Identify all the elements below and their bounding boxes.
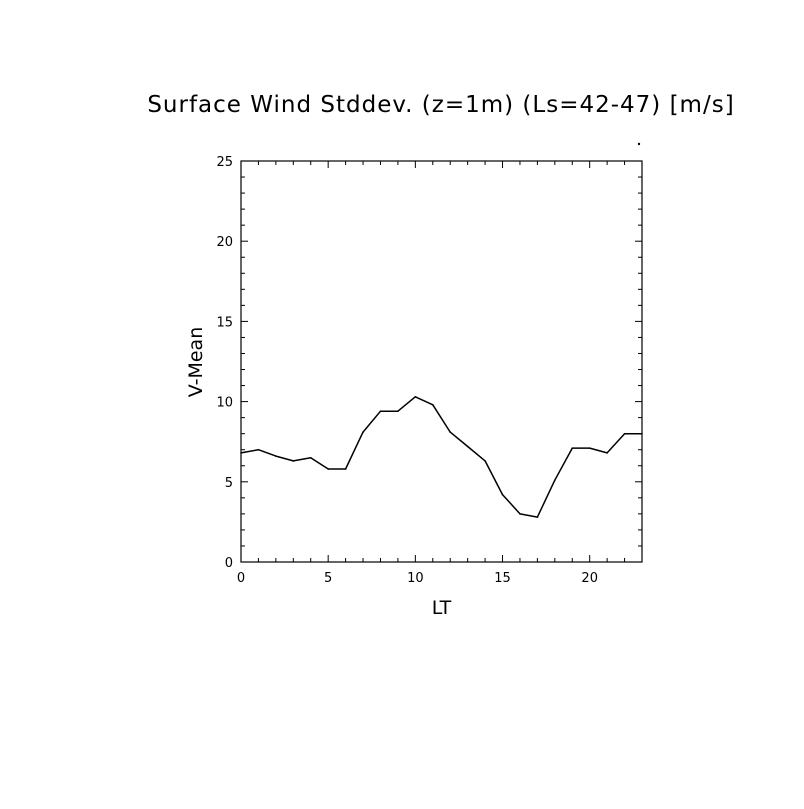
x-tick-label: 20 bbox=[581, 571, 598, 586]
y-tick-label: 15 bbox=[216, 315, 233, 330]
axis-tick-labels: 0 5 10 15 20 0 5 10 15 20 25 bbox=[216, 155, 598, 586]
data-point bbox=[379, 410, 382, 413]
y-tick-label: 25 bbox=[216, 155, 233, 170]
x-tick-label: 10 bbox=[407, 571, 424, 586]
x-tick-label: 5 bbox=[324, 571, 332, 586]
data-point bbox=[414, 395, 417, 398]
data-point bbox=[554, 479, 556, 481]
chart-title: Surface Wind Stddev. (z=1m) (Ls=42-47) [… bbox=[147, 92, 734, 118]
y-axis-label: V-Mean bbox=[185, 327, 207, 398]
data-point bbox=[431, 404, 434, 406]
axis-ticks bbox=[240, 160, 643, 563]
data-point bbox=[588, 447, 591, 449]
data-point bbox=[484, 460, 486, 462]
data-point bbox=[257, 448, 260, 451]
data-point bbox=[571, 447, 574, 449]
data-point bbox=[623, 432, 626, 435]
data-point bbox=[536, 516, 539, 518]
data-point bbox=[344, 468, 347, 470]
x-tick-label: 0 bbox=[237, 571, 245, 586]
plot-frame bbox=[240, 160, 643, 563]
x-tick-label: 15 bbox=[494, 571, 511, 586]
data-point bbox=[275, 455, 277, 457]
data-point bbox=[641, 432, 643, 435]
data-point bbox=[519, 513, 521, 515]
data-point bbox=[309, 456, 312, 459]
y-tick-label: 10 bbox=[216, 396, 233, 411]
data-point bbox=[501, 493, 504, 496]
data-point bbox=[397, 410, 399, 413]
data-point bbox=[362, 431, 364, 433]
data-point bbox=[606, 452, 608, 454]
data-point bbox=[292, 460, 295, 462]
data-point bbox=[327, 468, 329, 470]
data-point bbox=[240, 452, 242, 454]
data-point bbox=[449, 431, 452, 433]
data-points bbox=[240, 395, 643, 518]
corner-dot-mark bbox=[637, 142, 641, 146]
series-line bbox=[240, 396, 642, 518]
data-point bbox=[466, 445, 469, 448]
x-axis-label: LT bbox=[432, 597, 452, 619]
y-tick-label: 5 bbox=[225, 476, 233, 491]
y-tick-label: 20 bbox=[216, 235, 233, 250]
y-tick-label: 0 bbox=[225, 556, 233, 571]
